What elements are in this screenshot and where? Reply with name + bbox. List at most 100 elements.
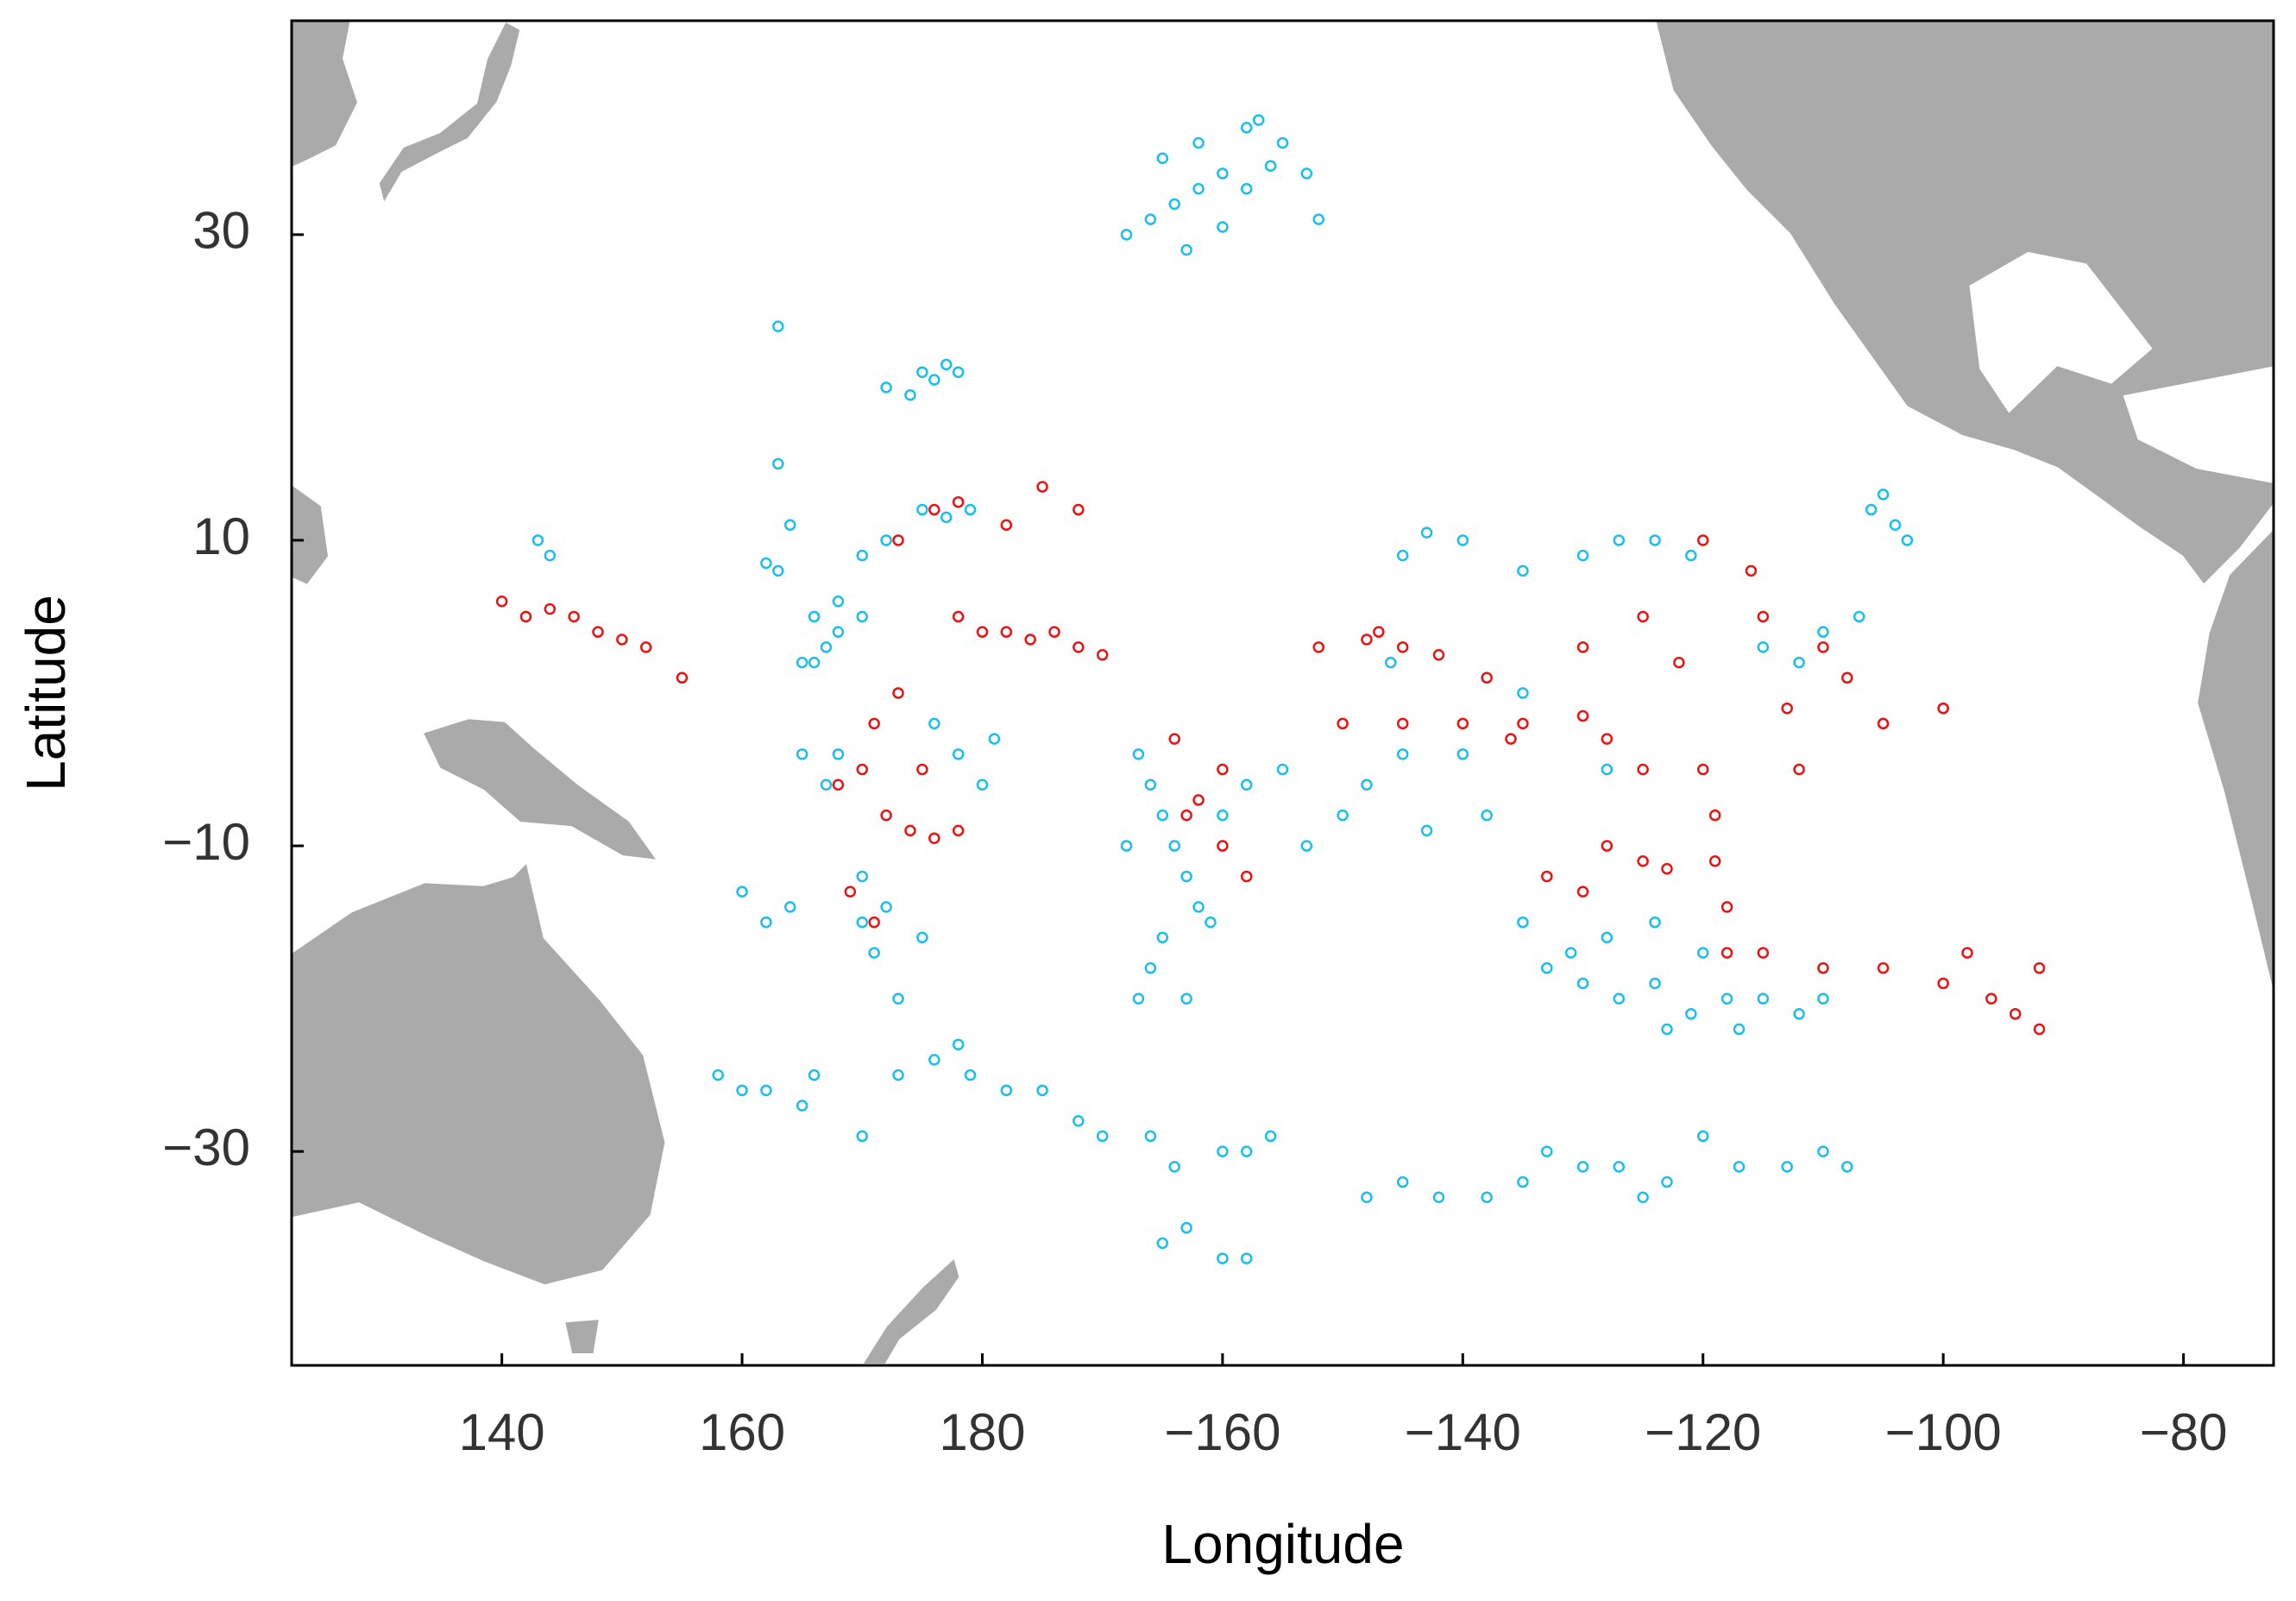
point <box>1877 488 1890 501</box>
point <box>1720 901 1733 913</box>
point <box>1276 763 1289 776</box>
point <box>736 1084 748 1097</box>
point <box>928 374 940 386</box>
point <box>1048 626 1060 638</box>
point <box>1865 503 1878 516</box>
point <box>760 1084 772 1097</box>
point <box>952 1038 965 1050</box>
north-america <box>1652 21 2274 589</box>
point <box>1217 840 1229 852</box>
point <box>1673 656 1685 669</box>
point <box>1781 1161 1793 1173</box>
point <box>1240 183 1253 195</box>
point <box>916 931 928 944</box>
point <box>1661 1023 1673 1036</box>
point <box>1601 733 1613 745</box>
point <box>544 549 557 562</box>
point <box>1240 1252 1253 1264</box>
point <box>928 832 940 844</box>
point <box>1757 641 1770 653</box>
x-tick-label: 160 <box>699 1403 785 1461</box>
point <box>1733 1161 1746 1173</box>
point <box>796 1100 808 1112</box>
point <box>1637 610 1649 623</box>
y-tick-label: 10 <box>192 507 250 565</box>
point <box>1144 778 1157 791</box>
point <box>1385 656 1397 669</box>
point <box>964 503 977 516</box>
point <box>1564 947 1577 959</box>
point <box>1073 503 1085 516</box>
point <box>1361 1191 1373 1203</box>
land <box>292 21 2274 1365</box>
point <box>1096 648 1109 661</box>
point <box>1637 763 1649 776</box>
point <box>1073 1114 1085 1127</box>
point <box>1817 641 1829 653</box>
point <box>1649 534 1661 546</box>
point <box>1841 1161 1853 1173</box>
point <box>676 671 689 684</box>
point <box>808 610 821 623</box>
point <box>1180 809 1192 822</box>
point <box>519 610 532 623</box>
point <box>2033 961 2046 974</box>
point <box>1817 961 1829 974</box>
point <box>1217 809 1229 822</box>
point <box>1456 748 1469 760</box>
point <box>1708 855 1721 867</box>
point <box>772 457 784 470</box>
new-guinea <box>419 715 663 863</box>
point <box>1132 748 1145 760</box>
point <box>1745 564 1758 577</box>
point <box>1517 564 1529 577</box>
point <box>1192 136 1205 149</box>
point <box>832 626 845 638</box>
point <box>796 656 808 669</box>
point <box>1420 824 1433 837</box>
point <box>616 633 628 646</box>
point <box>1456 717 1469 730</box>
point <box>1168 198 1180 211</box>
point <box>1024 633 1036 646</box>
point <box>1877 961 1890 974</box>
point <box>783 519 796 531</box>
point <box>1661 862 1673 875</box>
point <box>592 626 604 638</box>
point <box>1300 167 1313 180</box>
point <box>856 1130 869 1143</box>
point <box>892 993 904 1005</box>
x-tick-label: 180 <box>939 1403 1025 1461</box>
point <box>1817 993 1829 1005</box>
point <box>1361 778 1373 791</box>
point <box>1817 626 1829 638</box>
point <box>1156 809 1169 822</box>
point <box>1793 763 1805 776</box>
point <box>2009 1008 2022 1020</box>
point <box>760 916 772 929</box>
point <box>1156 1237 1169 1250</box>
point <box>940 358 953 371</box>
y-tick-label: −30 <box>162 1119 250 1176</box>
point <box>1000 626 1013 638</box>
point <box>1312 641 1325 653</box>
point <box>1757 993 1770 1005</box>
point <box>1793 656 1805 669</box>
point <box>1685 1008 1697 1020</box>
point <box>1361 633 1373 646</box>
point <box>1757 610 1770 623</box>
point <box>1156 152 1169 165</box>
point <box>868 947 880 959</box>
point <box>1708 809 1721 822</box>
point <box>808 656 821 669</box>
point <box>916 503 928 516</box>
y-axis-label: Latitude <box>15 595 77 791</box>
point <box>976 778 989 791</box>
point <box>1156 931 1169 944</box>
point <box>783 901 796 913</box>
point <box>1264 160 1277 172</box>
point <box>1132 993 1145 1005</box>
point <box>1696 1130 1709 1143</box>
point <box>1168 840 1180 852</box>
point <box>1168 733 1180 745</box>
